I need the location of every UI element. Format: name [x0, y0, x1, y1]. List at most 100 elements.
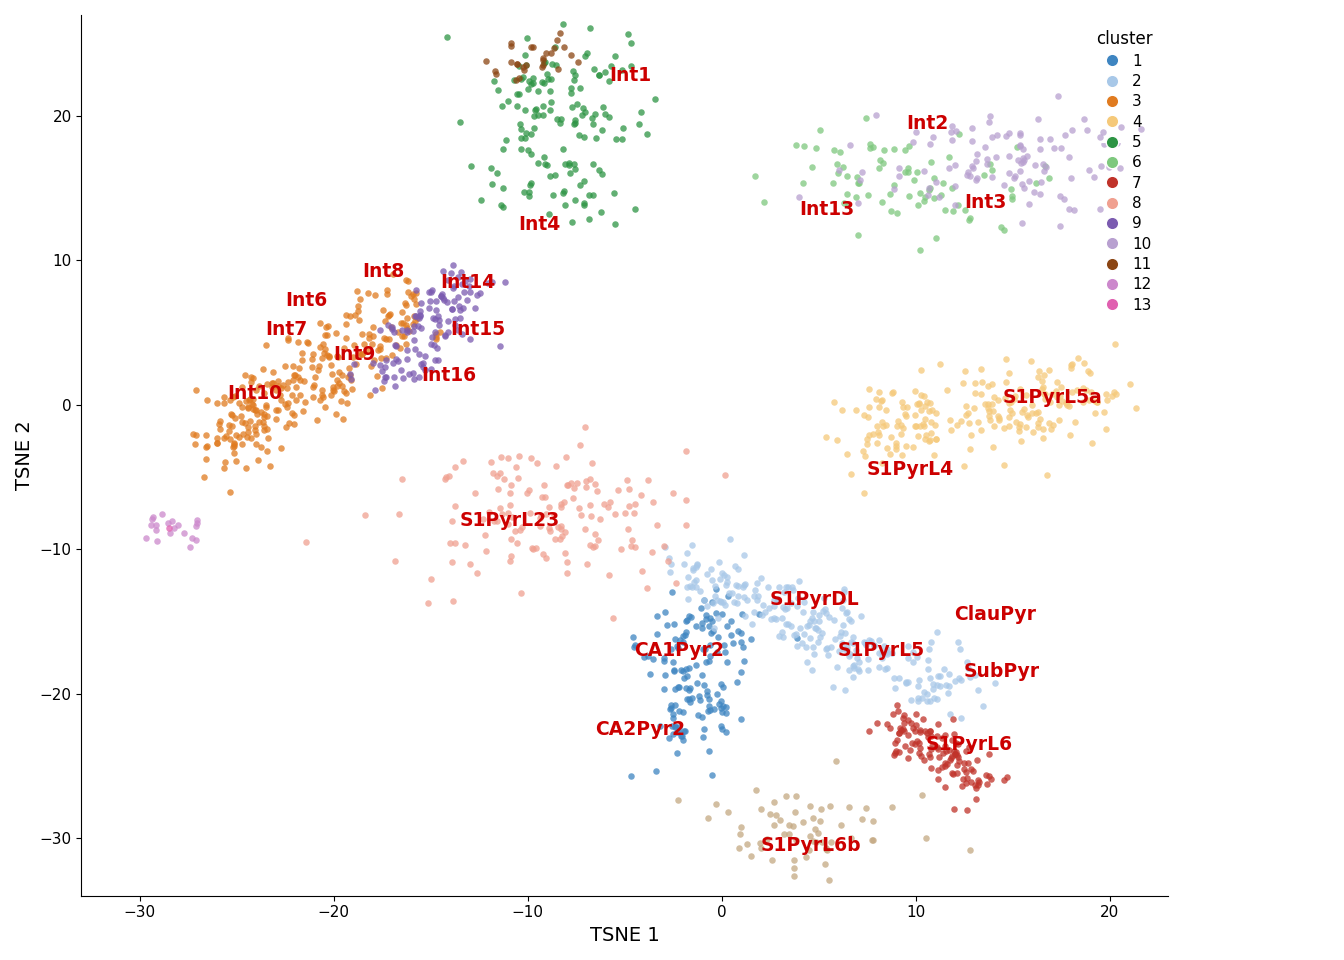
Point [501, 510, 523, 525]
Point [617, 472, 638, 488]
Point [663, 662, 684, 678]
Point [673, 724, 695, 739]
Point [239, 413, 261, 428]
Point [1052, 394, 1074, 409]
Point [934, 780, 956, 795]
Point [945, 746, 966, 761]
Point [578, 188, 599, 204]
Point [262, 375, 284, 391]
Point [948, 635, 969, 650]
Point [907, 428, 929, 444]
Point [309, 316, 331, 331]
Point [672, 663, 694, 679]
Point [395, 318, 417, 333]
Point [469, 285, 491, 300]
Point [716, 575, 738, 590]
Point [531, 75, 552, 90]
Point [868, 633, 890, 648]
Point [259, 459, 281, 474]
Point [805, 620, 827, 636]
Point [337, 370, 359, 385]
Point [1058, 149, 1079, 164]
Point [249, 415, 270, 430]
Point [306, 362, 328, 377]
Point [883, 384, 905, 399]
Point [288, 334, 309, 349]
Point [159, 520, 180, 536]
Point [728, 827, 750, 842]
Point [800, 613, 821, 629]
Point [956, 743, 977, 758]
Point [1012, 141, 1034, 156]
Point [974, 767, 996, 782]
Text: Int1: Int1 [609, 66, 650, 85]
Y-axis label: TSNE 2: TSNE 2 [15, 420, 34, 491]
Point [325, 325, 347, 341]
Point [255, 444, 277, 459]
Point [637, 581, 659, 596]
Point [421, 336, 442, 351]
Point [999, 126, 1020, 141]
Point [277, 380, 298, 396]
Point [876, 660, 898, 676]
Point [223, 439, 245, 454]
Point [906, 396, 927, 412]
Point [659, 731, 680, 746]
Point [786, 631, 808, 646]
Point [427, 352, 449, 368]
Point [773, 585, 794, 600]
Point [374, 369, 395, 384]
Point [788, 590, 809, 606]
Point [134, 530, 156, 545]
Point [1016, 420, 1038, 435]
Point [981, 396, 1003, 412]
Point [995, 128, 1016, 143]
Point [237, 400, 258, 416]
Point [818, 873, 840, 888]
Point [942, 132, 964, 148]
Point [360, 359, 382, 374]
Point [433, 263, 454, 278]
Point [560, 47, 582, 62]
Point [732, 547, 754, 563]
Point [212, 460, 234, 475]
Point [442, 257, 464, 273]
Point [589, 162, 610, 178]
Point [685, 675, 707, 690]
Point [387, 324, 409, 340]
Point [902, 655, 923, 670]
Point [896, 650, 918, 665]
Point [477, 276, 499, 291]
Point [401, 289, 422, 304]
Point [314, 342, 336, 357]
Point [210, 414, 231, 429]
Point [535, 55, 556, 70]
Point [602, 611, 624, 626]
Point [973, 699, 995, 714]
Point [672, 732, 694, 748]
Point [836, 186, 857, 202]
Point [797, 618, 818, 634]
Point [824, 612, 845, 628]
Point [487, 514, 508, 529]
Point [195, 451, 216, 467]
Point [606, 483, 628, 498]
Point [763, 611, 785, 626]
Point [500, 38, 521, 54]
Point [421, 284, 442, 300]
Point [786, 789, 808, 804]
Point [859, 399, 880, 415]
Point [554, 183, 575, 199]
Point [406, 310, 427, 325]
Point [895, 674, 917, 689]
Point [625, 637, 646, 653]
Point [559, 166, 581, 181]
Point [863, 140, 884, 156]
Point [340, 372, 362, 387]
Point [270, 381, 292, 396]
Point [207, 430, 228, 445]
Point [184, 436, 206, 451]
Point [231, 380, 253, 396]
Point [806, 635, 828, 650]
Point [386, 351, 407, 367]
